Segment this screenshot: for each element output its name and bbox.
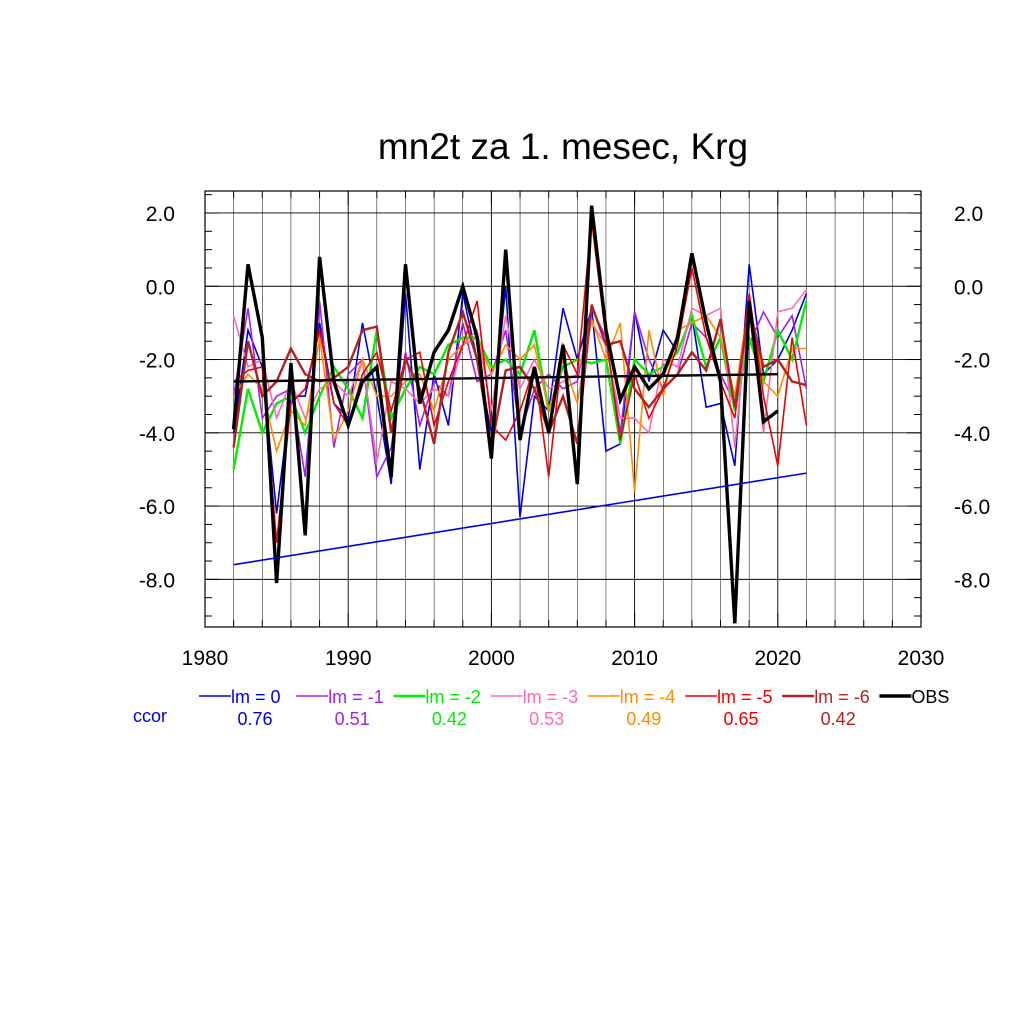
series-line	[231, 205, 779, 624]
y-tick-label-right: 2.0	[954, 203, 983, 226]
legend-label: lm = -4	[620, 687, 676, 707]
ccor-label: ccor	[133, 706, 167, 726]
x-tick-label: 2030	[898, 647, 945, 670]
legend-label: lm = -5	[717, 687, 773, 707]
legend-label: lm = -3	[523, 687, 579, 707]
legend-label: lm = -2	[425, 687, 481, 707]
y-tick-label-right: -8.0	[954, 569, 990, 592]
legend-label: lm = 0	[231, 687, 281, 707]
series-line	[232, 289, 808, 463]
y-tick-label: -4.0	[139, 423, 175, 446]
y-tick-label: -8.0	[139, 569, 175, 592]
y-tick-label-right: -6.0	[954, 496, 990, 519]
legend-ccor-value: 0.51	[335, 709, 370, 729]
y-tick-label-right: -4.0	[954, 423, 990, 446]
y-tick-label-right: 0.0	[954, 276, 983, 299]
series-layer	[231, 205, 808, 624]
x-tick-label: 2000	[468, 647, 515, 670]
x-tick-label: 1990	[325, 647, 372, 670]
legend-label: lm = -6	[814, 687, 870, 707]
axes: 2.0 2.0 0.0 0.0 -2.0 -2.0 -4.0 -4.0 -6.0 -6.0 -8.0…	[139, 191, 990, 670]
trend-layer	[233, 372, 807, 566]
x-tick-label: 2010	[611, 647, 658, 670]
y-tick-label: 0.0	[146, 276, 175, 299]
legend-ccor-value: 0.49	[626, 709, 661, 729]
series-line	[232, 300, 807, 492]
legend-ccor-value: 0.53	[529, 709, 564, 729]
legend-label: lm = -1	[328, 687, 384, 707]
trend-line	[233, 372, 778, 383]
legend-ccor-value: 0.65	[723, 709, 758, 729]
trend-line	[233, 472, 807, 566]
chart-title: mn2t za 1. mesec, Krg	[378, 126, 748, 167]
y-tick-label: -6.0	[139, 496, 175, 519]
x-tick-label: 1980	[182, 647, 229, 670]
y-tick-label: 2.0	[146, 203, 175, 226]
legend-ccor-value: 0.42	[432, 709, 467, 729]
y-tick-label: -2.0	[139, 350, 175, 373]
legend-ccor-value: 0.76	[237, 709, 272, 729]
x-tick-label: 2020	[754, 647, 801, 670]
y-tick-label-right: -2.0	[954, 350, 990, 373]
legend-ccor-value: 0.42	[821, 709, 856, 729]
legend-label: OBS	[911, 687, 949, 707]
plot-frame	[204, 190, 922, 628]
